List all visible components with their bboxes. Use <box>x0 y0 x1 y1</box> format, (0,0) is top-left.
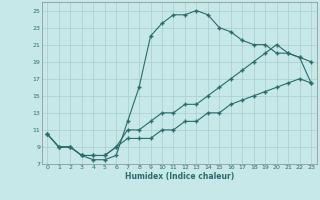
X-axis label: Humidex (Indice chaleur): Humidex (Indice chaleur) <box>124 172 234 181</box>
